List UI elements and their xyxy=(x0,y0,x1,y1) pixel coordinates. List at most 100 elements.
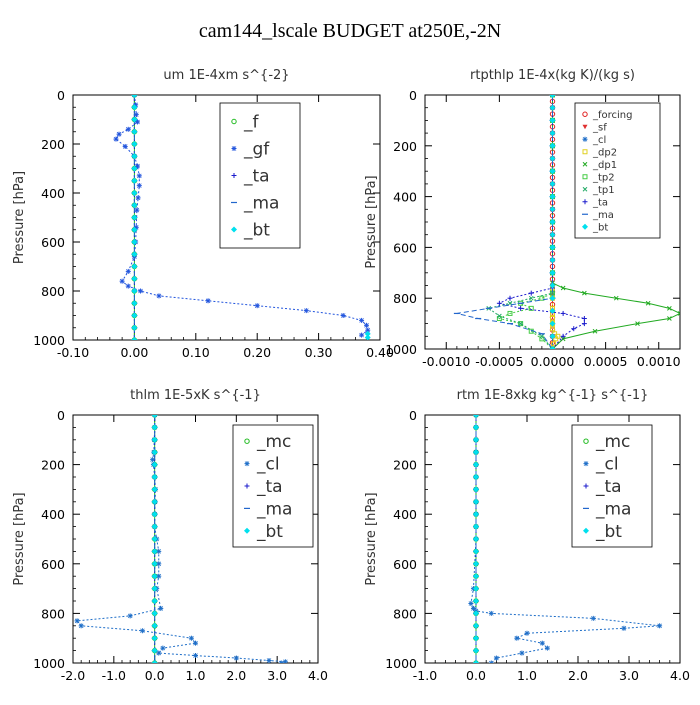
panel-2-series-tp2-marker xyxy=(518,321,524,327)
panel-3-series-bt-marker xyxy=(151,424,158,431)
panel-2-series-bt-marker xyxy=(549,180,556,187)
panel-3-series-cl-marker xyxy=(74,618,80,624)
panel-2-ytick-label: 200 xyxy=(393,139,417,154)
panel-1-legend-label: _f xyxy=(243,113,260,133)
panel-2-series-dp2-marker xyxy=(550,316,555,322)
panel-2-series-bt-marker xyxy=(549,257,556,264)
panel-1-xtick-label: 0.20 xyxy=(243,345,271,360)
panel-3-legend-entry-marker xyxy=(244,438,250,444)
panel-3-series-bt-marker xyxy=(151,536,158,542)
panel-1-series-gf-marker xyxy=(364,323,369,328)
panel-4-xtick-label: -1.0 xyxy=(413,668,437,683)
panel-4-series-bt-marker xyxy=(473,461,479,468)
panel-3-series-bt-marker xyxy=(151,573,158,580)
panel-4-series-cl-marker xyxy=(471,606,476,611)
panel-2-series-bt-marker xyxy=(549,269,556,276)
panel-1-series-bt-marker xyxy=(131,116,138,123)
panel-3-series-bt-marker xyxy=(151,635,158,642)
panel-2-series-tp2-marker xyxy=(528,305,534,311)
panel-4-series-bt-marker xyxy=(473,536,479,542)
panel-1-series-bt-marker xyxy=(131,288,138,294)
panel-1-series-gf-marker xyxy=(359,332,364,338)
panel-1-series-gf-marker xyxy=(205,298,211,304)
panel-1-ytick-label: 1000 xyxy=(33,333,65,348)
panel-2-series-tp1-marker xyxy=(507,300,513,306)
panel-1-series-bt-marker xyxy=(131,95,138,98)
panel-4-series-cl-marker xyxy=(545,645,550,651)
panel-4-series-bt-marker xyxy=(473,486,479,493)
panel-1-series-bt-marker xyxy=(131,275,138,282)
panel-2-legend-label: _ta xyxy=(592,197,608,208)
panel-2-series-dp1-marker xyxy=(613,295,619,301)
panel-2-ytick-label: 800 xyxy=(393,291,417,306)
panel-4-series-bt-marker xyxy=(473,436,479,443)
panel-2-series-dp1-marker xyxy=(560,336,566,342)
panel-1-series-gf-marker xyxy=(133,112,139,117)
panel-1-ytick-label: 400 xyxy=(41,186,65,201)
panel-3: thlm 1E-5xK s^{-1} Pressure [hPa] -2.0 -1.0… xyxy=(12,388,328,683)
panel-4-title: rtm 1E-8xkg kg^{-1} s^{-1} xyxy=(457,388,649,403)
panel-4-series-bt-marker xyxy=(473,660,479,663)
panel-1-series-gf-marker xyxy=(135,195,141,201)
panel-3-series-bt-marker xyxy=(151,461,158,468)
panel-1-legend-label: _gf xyxy=(243,140,270,160)
panel-3-series-cl-marker xyxy=(278,660,282,663)
panel-2-series-tp2-line xyxy=(497,95,553,349)
panel-3-legend-entry-marker xyxy=(244,461,250,466)
panel-3-xtick-label: 3.0 xyxy=(267,668,287,683)
panel-2-series-bt-marker xyxy=(549,333,556,340)
panel-2-series-ma-line xyxy=(456,95,553,349)
panel-1-series-bt-marker xyxy=(131,128,138,135)
panel-4: rtm 1E-8xkg kg^{-1} s^{-1} Pressure [hPa]… xyxy=(364,388,690,683)
panel-3-xtick-label: -1.0 xyxy=(102,668,126,683)
panel-1-xtick-label: -0.10 xyxy=(57,345,89,360)
panel-2-legend-label: _tp2 xyxy=(592,172,615,183)
panel-2-series-tp1-marker xyxy=(528,295,534,301)
figure-title: cam144_lscale BUDGET at250E,-2N xyxy=(198,20,502,42)
panel-2-series-dp1-marker xyxy=(667,306,672,311)
panel-4-series-cl-marker xyxy=(540,640,545,646)
panel-4-series-cl-marker xyxy=(591,616,596,621)
panel-3-series-bt-marker xyxy=(151,548,158,555)
panel-2-legend-label: _sf xyxy=(592,122,607,133)
panel-4-xtick-label: 0.0 xyxy=(466,668,486,683)
panel-3-series-cl-marker xyxy=(156,561,162,567)
panel-2-ylabel: Pressure [hPa] xyxy=(364,175,379,268)
panel-1-series-gf-marker xyxy=(125,127,131,132)
panel-4-xtick-label: 1.0 xyxy=(517,668,537,683)
panel-4-series-bt-marker xyxy=(473,424,479,431)
panel-1-series-bt-marker xyxy=(131,312,138,319)
panel-3-series-cl-marker xyxy=(150,457,155,462)
panel-4-series-bt-marker xyxy=(473,498,479,505)
panel-3-series-bt-marker xyxy=(151,660,158,663)
panel-1-series-gf-marker xyxy=(138,288,143,294)
panel-1-xtick-label: 0.10 xyxy=(182,345,210,360)
panel-1-series-gf-marker xyxy=(134,207,140,213)
panel-4-ytick-label: 800 xyxy=(393,606,417,621)
panel-3-series-bt-marker xyxy=(151,647,158,654)
panel-3-series-bt-marker xyxy=(151,474,158,480)
panel-2-series-bt-marker xyxy=(549,117,556,124)
panel-3-legend-label: _ma xyxy=(256,499,292,519)
panel-1-series-bt-marker xyxy=(131,165,138,172)
panel-1-series-bt-marker xyxy=(131,324,138,331)
panel-3-ytick-label: 800 xyxy=(41,606,65,621)
panel-2-xtick-label: 0.0000 xyxy=(531,354,575,369)
panel-3-series-cl-marker xyxy=(193,640,198,646)
panel-3-title: thlm 1E-5xK s^{-1} xyxy=(130,388,261,403)
panel-3-series-cl-marker xyxy=(280,660,284,663)
panel-4-series-cl-marker xyxy=(514,635,520,641)
panel-2-legend-entry-marker xyxy=(582,136,588,142)
panel-1-series-group xyxy=(113,95,371,340)
panel-4-ytick-label: 0 xyxy=(409,408,417,423)
panel-3-series-cl-marker xyxy=(156,549,162,554)
panel-3-series-cl-marker xyxy=(156,650,162,656)
panel-4-xtick-label: 4.0 xyxy=(670,668,690,683)
panel-1-series-bt-marker xyxy=(131,214,138,221)
panel-2-legend-entry-marker xyxy=(582,149,588,155)
panel-2-series-bt-marker xyxy=(549,104,556,111)
panel-1-series-bt-marker xyxy=(364,334,371,340)
panel-3-series-bt-marker xyxy=(151,436,158,443)
panel-1-series-bt-marker xyxy=(131,202,138,209)
panel-3-legend-label: _ta xyxy=(256,477,283,497)
